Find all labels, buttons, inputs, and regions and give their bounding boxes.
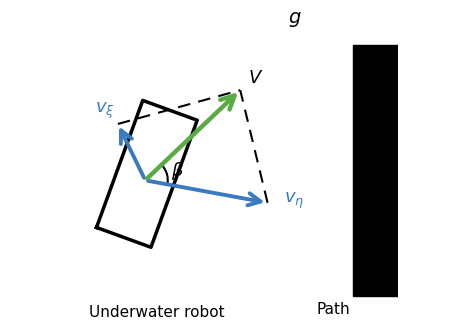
- Text: $v_{\eta}$: $v_{\eta}$: [283, 191, 304, 211]
- Text: Path: Path: [317, 302, 350, 317]
- Bar: [353, 45, 398, 296]
- Text: $g$: $g$: [288, 10, 302, 29]
- Text: Underwater robot: Underwater robot: [89, 305, 224, 320]
- Text: $v_{\xi}$: $v_{\xi}$: [95, 100, 115, 121]
- Text: $V$: $V$: [248, 69, 264, 87]
- Text: $\beta$: $\beta$: [171, 160, 184, 182]
